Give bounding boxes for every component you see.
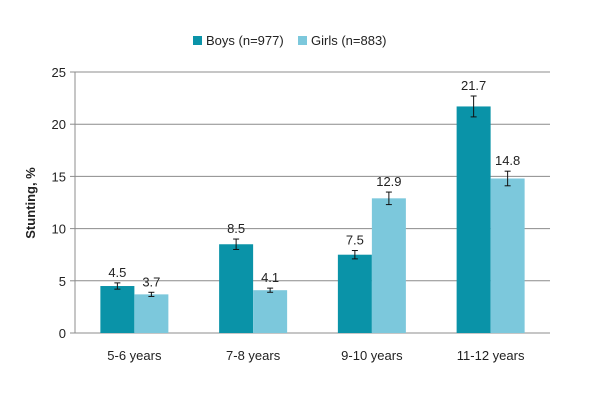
bars: 4.5 3.7 8.5 4.1 7.5 12.9 21.7 14.8 <box>100 78 525 334</box>
data-label-girls: 3.7 <box>142 274 160 289</box>
legend-label-girls: Girls (n=883) <box>311 33 387 48</box>
bar-girls <box>371 198 406 333</box>
bar-girls <box>253 290 288 333</box>
data-label-boys: 8.5 <box>227 221 245 236</box>
data-label-girls: 12.9 <box>376 174 401 189</box>
bar-boys <box>456 106 491 334</box>
y-tick-label: 25 <box>52 65 66 80</box>
data-label-boys: 4.5 <box>108 265 126 280</box>
bar-boys <box>337 254 372 333</box>
data-label-girls: 14.8 <box>495 153 520 168</box>
legend-swatch-boys <box>193 36 202 45</box>
legend-label-boys: Boys (n=977) <box>206 33 284 48</box>
y-tick-label: 0 <box>59 326 66 341</box>
y-tick-label: 20 <box>52 117 66 132</box>
bar-boys <box>100 286 135 333</box>
x-tick-label: 5-6 years <box>107 348 162 363</box>
data-label-boys: 21.7 <box>461 78 486 93</box>
x-tick-label: 9-10 years <box>341 348 403 363</box>
bar-girls <box>134 294 169 333</box>
x-tick-label: 7-8 years <box>226 348 281 363</box>
y-tick-label: 10 <box>52 222 66 237</box>
bar-boys <box>219 244 254 333</box>
legend-swatch-girls <box>298 36 307 45</box>
bar-girls <box>490 178 525 333</box>
y-tick-label: 15 <box>52 169 66 184</box>
data-label-girls: 4.1 <box>261 270 279 285</box>
x-tick-label: 11-12 years <box>457 348 525 363</box>
data-label-boys: 7.5 <box>346 233 364 248</box>
y-tick-label: 5 <box>59 274 66 289</box>
y-axis-label: Stunting, % <box>23 167 38 239</box>
legend: Boys (n=977) Girls (n=883) <box>193 33 387 48</box>
